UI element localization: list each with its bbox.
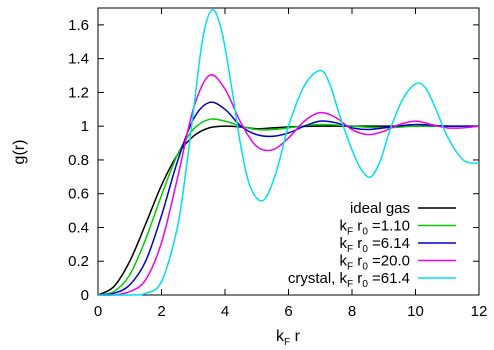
legend-value: =61.4 bbox=[368, 270, 410, 287]
legend-k-sub: F bbox=[347, 279, 353, 290]
legend-label-3: kF r0 =20.0 bbox=[340, 253, 410, 273]
legend-r: r bbox=[353, 218, 362, 235]
series-line-2 bbox=[97, 101, 480, 296]
y-tick-label: 0.6 bbox=[68, 186, 89, 203]
y-tick-label: 0.4 bbox=[68, 219, 89, 236]
x-axis-label-sub: F bbox=[284, 337, 290, 348]
x-tick-label: 8 bbox=[348, 303, 356, 320]
y-tick-label: 0 bbox=[81, 287, 89, 304]
y-tick-label: 1 bbox=[81, 118, 89, 135]
x-axis-label-rest: r bbox=[290, 328, 300, 345]
x-tick-label: 0 bbox=[94, 303, 102, 320]
legend-k-sub: F bbox=[347, 227, 353, 238]
legend-label-prefix: crystal, bbox=[288, 270, 340, 287]
x-axis-label: kF r bbox=[276, 328, 301, 348]
legend-value: =20.0 bbox=[368, 253, 410, 270]
legend-k: k bbox=[340, 270, 348, 287]
y-axis-label: g(r) bbox=[11, 140, 28, 165]
x-tick-label: 10 bbox=[407, 303, 424, 320]
legend-k: k bbox=[340, 218, 348, 235]
y-tick-label: 0.8 bbox=[68, 152, 89, 169]
legend-r: r bbox=[353, 253, 362, 270]
legend-r-sub: 0 bbox=[362, 227, 368, 238]
legend-r-sub: 0 bbox=[362, 244, 368, 255]
y-tick-label: 1.6 bbox=[68, 17, 89, 34]
y-tick-label: 1.2 bbox=[68, 84, 89, 101]
x-axis-label-main: k bbox=[276, 328, 285, 345]
series-line-4 bbox=[97, 8, 480, 296]
legend-value: =1.10 bbox=[368, 218, 410, 235]
y-tick-label: 0.2 bbox=[68, 253, 89, 270]
legend-k-sub: F bbox=[347, 262, 353, 273]
series-line-3 bbox=[97, 74, 480, 296]
legend-label-1: kF r0 =1.10 bbox=[340, 218, 410, 238]
legend-label-0: ideal gas bbox=[350, 200, 410, 217]
plot-frame bbox=[97, 7, 480, 296]
x-tick-label: 4 bbox=[221, 303, 229, 320]
legend-r: r bbox=[353, 270, 362, 287]
legend-k: k bbox=[340, 253, 348, 270]
legend-r-sub: 0 bbox=[362, 262, 368, 273]
series-line-1 bbox=[97, 118, 479, 296]
x-tick-label: 2 bbox=[157, 303, 165, 320]
legend-k: k bbox=[340, 235, 348, 252]
x-tick-label: 12 bbox=[471, 303, 488, 320]
legend-k-sub: F bbox=[347, 244, 353, 255]
legend-r: r bbox=[353, 235, 362, 252]
legend-r-sub: 0 bbox=[362, 279, 368, 290]
legend-label-4: crystal, kF r0 =61.4 bbox=[288, 270, 410, 290]
legend-value: =6.14 bbox=[368, 235, 410, 252]
ticks: 0 2 4 6 8 10 12 0 0.2 0.4 0.6 0.8 1 1.2 1.4 1.6 bbox=[68, 8, 487, 320]
x-tick-label: 6 bbox=[284, 303, 292, 320]
legend-label-text: ideal gas bbox=[350, 200, 410, 217]
legend-label-2: kF r0 =6.14 bbox=[340, 235, 410, 255]
series-lines bbox=[97, 8, 480, 296]
y-tick-label: 1.4 bbox=[68, 51, 89, 68]
